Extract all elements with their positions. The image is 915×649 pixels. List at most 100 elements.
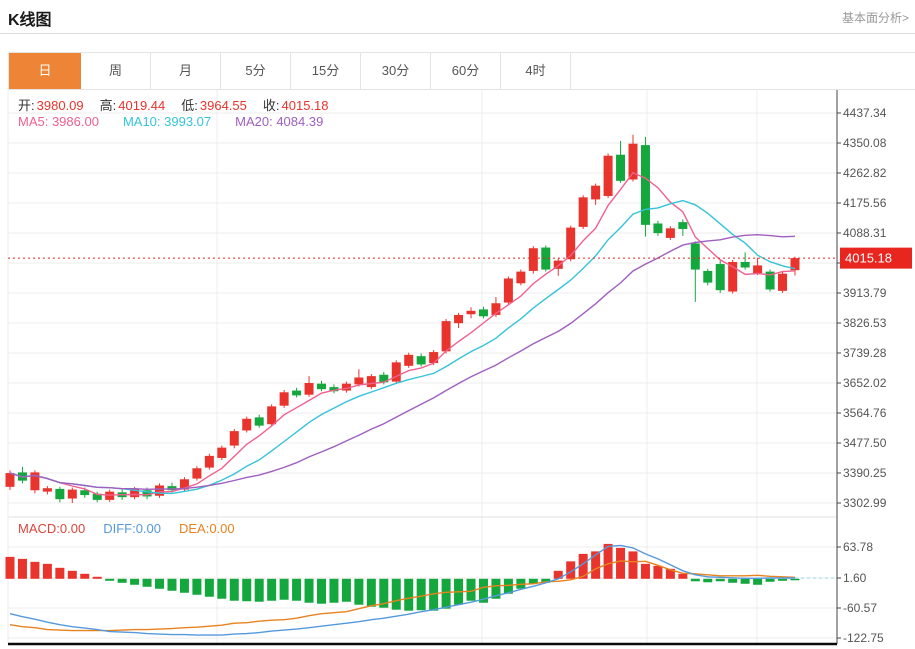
macd-readout: MACD:0.00 DIFF:0.00 DEA:0.00 — [18, 521, 253, 536]
macd-bar — [117, 578, 127, 583]
ma-readout: MA5: 3986.00 MA10: 3993.07 MA20: 4084.39 — [18, 114, 347, 129]
macd-bar — [30, 561, 40, 579]
low-value: 3964.55 — [199, 98, 247, 113]
candle-body — [155, 485, 165, 496]
diff-line — [9, 544, 795, 636]
close-value: 4015.18 — [281, 98, 329, 113]
candle-body — [80, 490, 90, 496]
macd-bar — [404, 578, 414, 611]
candle-body — [591, 185, 601, 200]
macd-bar — [553, 570, 563, 579]
macd-bar — [416, 578, 426, 611]
y-axis-label: 3564.76 — [843, 406, 887, 420]
candle-body — [578, 197, 588, 227]
macd-bar — [765, 578, 775, 582]
candle-body — [341, 383, 351, 391]
candle-body — [55, 488, 65, 500]
high-value: 4019.44 — [118, 98, 166, 113]
macd-value: MACD:0.00 — [18, 521, 86, 536]
macd-bar — [541, 578, 551, 583]
macd-bar — [616, 547, 626, 579]
y-axis-label: 3302.99 — [843, 496, 887, 510]
macd-bar — [254, 578, 264, 602]
candle-body — [715, 264, 725, 291]
candle-body — [628, 143, 638, 180]
period-tab-30分[interactable]: 30分 — [361, 53, 431, 89]
macd-bar — [566, 561, 576, 579]
y-axis-label: 4262.82 — [843, 166, 887, 180]
ohlc-readout: 开: 3980.09 高: 4019.44 低: 3964.55 收: 4015.18 — [18, 95, 345, 114]
candle-body — [454, 314, 464, 324]
macd-y-axis-label: -60.57 — [843, 601, 877, 615]
period-tab-5分[interactable]: 5分 — [221, 53, 291, 89]
period-tab-周[interactable]: 周 — [81, 53, 151, 89]
macd-bar — [628, 551, 638, 579]
macd-bar — [715, 578, 725, 582]
y-axis-label: 3477.50 — [843, 436, 887, 450]
low-label: 低: — [181, 98, 198, 113]
macd-bar — [242, 578, 252, 602]
candle-body — [317, 383, 326, 390]
macd-bar — [142, 578, 152, 587]
dea-value: DEA:0.00 — [179, 521, 235, 536]
y-axis-label: 4175.56 — [843, 196, 887, 210]
candle-body — [478, 309, 488, 317]
macd-bar — [653, 565, 663, 579]
macd-bar — [80, 573, 90, 579]
ma20-readout: MA20: 4084.39 — [235, 114, 324, 129]
open-label: 开: — [18, 98, 35, 113]
period-tab-15分[interactable]: 15分 — [291, 53, 361, 89]
diff-value: DIFF:0.00 — [103, 521, 161, 536]
macd-bar — [528, 578, 538, 584]
candle-body — [379, 374, 389, 383]
candle-body — [142, 490, 152, 497]
candle-body — [790, 258, 800, 271]
current-price-badge-text: 4015.18 — [845, 251, 892, 266]
fundamental-analysis-link[interactable]: 基本面分析> — [841, 11, 909, 25]
current-price-badge — [840, 247, 912, 269]
macd-bar — [130, 578, 140, 585]
candle-body — [366, 376, 376, 388]
candle-body — [329, 387, 339, 392]
macd-bar — [92, 576, 102, 579]
macd-y-axis-label: 63.78 — [843, 540, 873, 554]
macd-y-axis-label: -122.75 — [843, 631, 884, 645]
candle-body — [503, 278, 513, 303]
macd-bar — [366, 578, 376, 607]
candle-body — [690, 243, 700, 270]
candle-body — [616, 154, 626, 181]
macd-bar — [279, 578, 289, 600]
y-axis-label: 3826.53 — [843, 316, 887, 330]
candle-body — [566, 227, 576, 260]
y-axis-label: 3652.02 — [843, 376, 887, 390]
y-axis-label: 4437.34 — [843, 106, 887, 120]
macd-bar — [67, 570, 77, 579]
macd-bar — [267, 578, 277, 601]
period-tab-日[interactable]: 日 — [9, 53, 81, 89]
y-axis-label: 3739.28 — [843, 346, 887, 360]
candle-body — [391, 362, 401, 382]
ma5-line — [9, 171, 796, 496]
macd-bar — [478, 578, 488, 603]
period-tab-60分[interactable]: 60分 — [431, 53, 501, 89]
candle-body — [429, 352, 439, 364]
macd-bar — [317, 578, 326, 604]
period-tab-月[interactable]: 月 — [151, 53, 221, 89]
candle-body — [491, 303, 501, 315]
ma5-readout: MA5: 3986.00 — [18, 114, 99, 129]
candle-body — [30, 472, 40, 491]
macd-bar — [329, 578, 339, 603]
macd-bar — [678, 573, 688, 579]
y-axis-label: 3390.25 — [843, 466, 887, 480]
macd-bar — [491, 578, 501, 599]
period-tab-4时[interactable]: 4时 — [501, 53, 571, 89]
candle-body — [130, 488, 140, 498]
page-title: K线图 — [8, 12, 52, 29]
ma10-line — [9, 199, 796, 495]
candle-body — [229, 431, 239, 446]
period-tabbar: 日周月 5分 15分 30分 60分 4时 — [8, 52, 915, 90]
macd-bar — [466, 578, 476, 601]
macd-bar — [591, 551, 601, 579]
candle-body — [279, 392, 289, 406]
